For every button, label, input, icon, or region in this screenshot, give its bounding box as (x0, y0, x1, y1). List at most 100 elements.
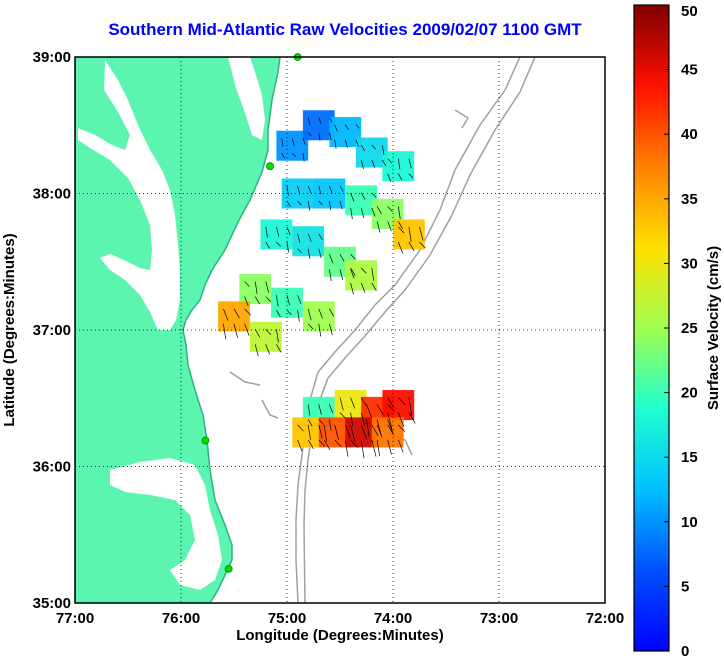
x-tick-label: 72:00 (586, 610, 624, 627)
velocity-arrow (350, 267, 356, 276)
velocity-arrow (307, 439, 314, 450)
radar-station-marker (224, 564, 233, 573)
colorbar-tick-label: 25 (681, 320, 698, 337)
velocity-arrow (382, 144, 385, 155)
x-tick-label: 76:00 (162, 610, 200, 627)
velocity-arrow (276, 344, 282, 353)
colorbar-tick-label: 50 (681, 3, 698, 20)
velocity-arrow (360, 159, 364, 169)
velocity-arrow (286, 295, 290, 306)
velocity-arrow (329, 323, 333, 336)
velocity-arrow (318, 424, 323, 439)
velocity-arrow (397, 173, 403, 181)
velocity-arrow (344, 124, 349, 131)
velocity-arrow (334, 139, 337, 149)
velocity-arrow (376, 424, 383, 438)
velocity-arrow (297, 439, 303, 452)
x-tick-label: 73:00 (480, 610, 518, 627)
velocity-arrow (329, 185, 333, 194)
velocity-arrow (360, 439, 365, 459)
x-tick-label: 77:00 (56, 610, 94, 627)
velocity-arrow (371, 439, 377, 457)
velocity-arrow (265, 329, 272, 336)
velocity-arrow (397, 439, 404, 453)
velocity-arrow (329, 419, 332, 431)
velocity-arrow (371, 207, 376, 217)
velocity-arrow (371, 144, 376, 150)
y-tick-label: 38:00 (33, 186, 71, 203)
radar-station-marker (201, 436, 210, 445)
velocity-cell (292, 226, 325, 257)
velocity-arrow (360, 192, 366, 200)
velocity-arrow (387, 158, 393, 164)
velocity-arrow (376, 419, 382, 436)
velocity-arrow (355, 124, 360, 129)
velocity-arrow (297, 310, 300, 322)
colorbar-tick-label: 0 (681, 643, 689, 659)
colorbar: 0 5 10 15 20 25 30 35 40 45 50 Surface Velocity (c… (633, 3, 722, 659)
velocity-arrow (350, 424, 356, 442)
velocity-arrow (297, 233, 301, 243)
velocity-arrow (297, 424, 304, 432)
velocity-arrow (350, 254, 356, 260)
velocity-arrow (339, 397, 344, 411)
velocity-arrow (397, 241, 404, 254)
velocity-arrow (318, 185, 322, 195)
velocity-arrow (307, 404, 311, 416)
velocity-arrow (318, 248, 322, 258)
velocity-arrow (307, 248, 311, 259)
colorbar-tick-label: 45 (681, 62, 698, 79)
velocity-arrow (223, 323, 227, 340)
x-tick-label: 75:00 (268, 610, 306, 627)
velocity-arrow (387, 439, 392, 455)
colorbar-tick-label: 10 (681, 514, 698, 531)
velocity-arrow (371, 267, 375, 281)
colorbar-ticks: 0 5 10 15 20 25 30 35 40 45 50 (664, 3, 698, 659)
velocity-arrow (318, 233, 323, 241)
velocity-arrow (307, 419, 313, 427)
velocity-arrow (276, 295, 279, 307)
delaware-bay (228, 57, 265, 140)
velocity-arrow (318, 404, 322, 415)
velocity-arrow (307, 308, 312, 321)
velocity-arrow (334, 424, 339, 441)
velocity-arrow (382, 159, 387, 167)
colorbar-tick-label: 35 (681, 191, 698, 208)
velocity-arrow (339, 269, 344, 280)
y-tick-label: 39:00 (33, 49, 71, 66)
velocity-arrow (408, 158, 412, 169)
velocity-arrow (408, 226, 412, 242)
velocity-arrow (329, 117, 333, 123)
velocity-arrow (387, 397, 395, 409)
colorbar-tick-label: 5 (681, 578, 689, 595)
velocity-arrow (371, 159, 376, 168)
velocity-arrow (398, 397, 406, 406)
velocity-arrow (398, 226, 405, 234)
velocity-arrow (233, 308, 240, 319)
velocity-arrow (286, 185, 289, 196)
velocity-arrow (371, 424, 379, 437)
velocity-arrow (307, 132, 312, 137)
chesapeake-bay (78, 60, 180, 330)
velocity-arrow (244, 323, 250, 336)
velocity-arrow (339, 412, 346, 419)
velocity-arrow (244, 308, 251, 316)
y-axis-ticks: 35:00 36:00 37:00 38:00 39:00 (33, 49, 71, 612)
velocity-arrow (419, 241, 426, 249)
velocity-arrow (339, 254, 345, 262)
velocity-arrow (397, 206, 401, 219)
velocity-arrow (366, 404, 373, 418)
velocity-arrow (297, 295, 302, 304)
velocity-arrow (360, 397, 367, 407)
velocity-arrow (376, 206, 382, 215)
velocity-arrow (360, 207, 365, 219)
velocity-arrow (291, 138, 295, 146)
velocity-arrow (244, 296, 249, 307)
velocity-cell (302, 301, 335, 332)
velocity-arrow (254, 296, 260, 305)
velocity-arrow (323, 439, 331, 451)
velocity-arrow (360, 267, 367, 274)
velocity-cell (371, 417, 404, 448)
x-axis-ticks: 77:00 76:00 75:00 74:00 73:00 72:00 (56, 610, 624, 627)
velocity-arrow (397, 221, 403, 230)
